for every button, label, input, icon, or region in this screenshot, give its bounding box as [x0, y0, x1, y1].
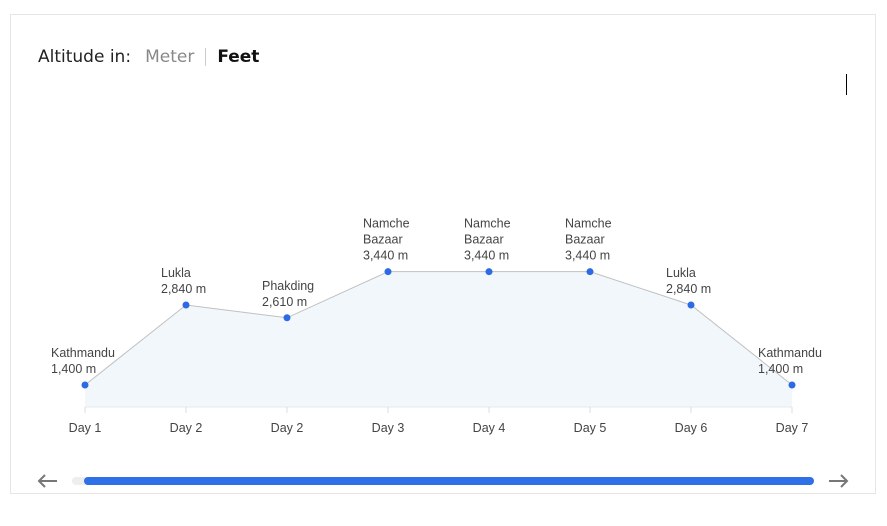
arrow-left-icon[interactable]: [37, 474, 57, 488]
scrollbar-thumb[interactable]: [84, 477, 814, 485]
value-label: 2,840 m: [161, 282, 206, 296]
altitude-label: Altitude in:: [38, 47, 132, 67]
x-tick-label: Day 6: [675, 421, 708, 435]
data-point[interactable]: [283, 314, 291, 322]
place-label: Namche: [464, 217, 511, 231]
place-label: Lukla: [161, 266, 191, 280]
value-label: 1,400 m: [758, 362, 803, 376]
area-fill: [85, 271, 792, 407]
place-label: Bazaar: [363, 233, 403, 247]
data-point[interactable]: [384, 268, 392, 276]
x-tick-label: Day 2: [170, 421, 203, 435]
data-point[interactable]: [687, 301, 695, 309]
data-point[interactable]: [182, 301, 190, 309]
place-label: Bazaar: [464, 233, 504, 247]
data-point[interactable]: [788, 381, 796, 389]
value-label: 3,440 m: [565, 249, 610, 263]
place-label: Namche: [363, 217, 410, 231]
x-tick-label: Day 1: [69, 421, 102, 435]
x-tick-label: Day 7: [776, 421, 809, 435]
place-label: Bazaar: [565, 233, 605, 247]
data-point[interactable]: [586, 268, 594, 276]
value-label: 3,440 m: [464, 249, 509, 263]
x-tick-label: Day 3: [372, 421, 405, 435]
meter-option[interactable]: Meter: [145, 47, 195, 67]
place-label: Kathmandu: [51, 346, 115, 360]
series-line: [84, 271, 793, 386]
x-tick-label: Day 5: [574, 421, 607, 435]
chart-card: [10, 14, 876, 494]
place-label: Phakding: [262, 279, 314, 293]
text-cursor: [846, 74, 847, 95]
feet-option[interactable]: Feet: [217, 47, 260, 67]
value-label: 2,610 m: [262, 295, 307, 309]
x-tick-label: Day 4: [473, 421, 506, 435]
place-label: Lukla: [666, 266, 696, 280]
data-point[interactable]: [485, 268, 493, 276]
divider: [205, 48, 207, 66]
place-label: Namche: [565, 217, 612, 231]
x-tick-label: Day 2: [271, 421, 304, 435]
unit-toggle: Altitude in: Meter Feet: [38, 47, 259, 67]
value-label: 3,440 m: [363, 249, 408, 263]
arrow-right-icon[interactable]: [829, 474, 849, 488]
data-point[interactable]: [81, 381, 89, 389]
value-label: 2,840 m: [666, 282, 711, 296]
value-label: 1,400 m: [51, 362, 96, 376]
place-label: Kathmandu: [758, 346, 822, 360]
